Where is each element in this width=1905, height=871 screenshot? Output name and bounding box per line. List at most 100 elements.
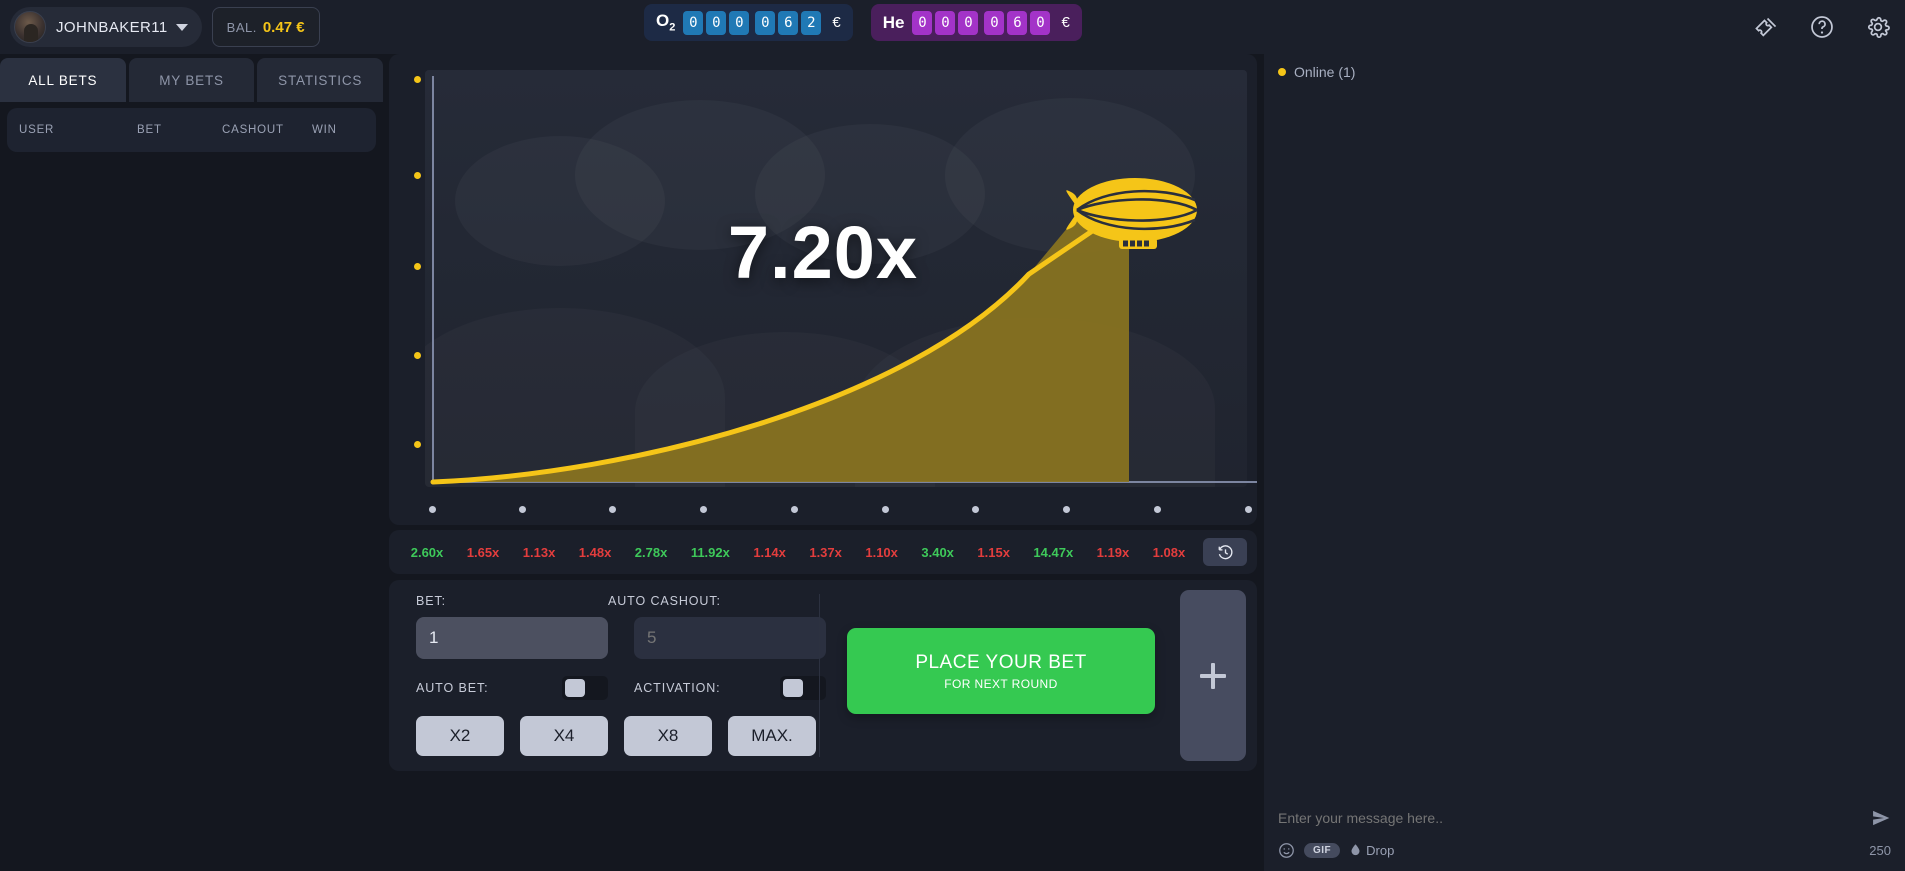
x-axis-tick [1245, 506, 1252, 513]
history-item[interactable]: 2.60x [410, 544, 444, 560]
he-digit-group-a: 0 0 0 [912, 10, 979, 35]
bet-label: BET: [416, 594, 446, 608]
multiplier-display: 7.20x [727, 211, 919, 294]
place-bet-main-label: PLACE YOUR BET [915, 651, 1087, 673]
chart-x-axis [432, 481, 1257, 483]
bet-panel-divider [819, 594, 820, 757]
gif-button[interactable]: GIF [1304, 842, 1341, 858]
auto-bet-toggle[interactable] [562, 676, 608, 700]
online-status-icon [1278, 68, 1286, 76]
history-item[interactable]: 1.08x [1152, 544, 1186, 560]
place-bet-sub-label: FOR NEXT ROUND [944, 676, 1058, 691]
tab-all-bets-label: ALL BETS [28, 72, 98, 88]
digit: 6 [778, 10, 799, 35]
o2-digit-group-a: 0 0 0 [683, 10, 750, 35]
bets-panel: ALL BETS MY BETS STATISTICS USER BET CAS… [0, 54, 384, 871]
help-icon[interactable] [1809, 14, 1835, 40]
multiplier-x2-button[interactable]: X2 [416, 716, 504, 756]
avatar [14, 11, 46, 43]
digit: 0 [958, 10, 979, 35]
balance-display[interactable]: BAL. 0.47 € [211, 7, 320, 47]
game-area: 7.20x 2.6 [389, 54, 1257, 871]
history-item[interactable]: 1.48x [578, 544, 612, 560]
o2-counter[interactable]: O2 0 0 0 0 6 2 € [644, 4, 853, 41]
history-item[interactable]: 1.15x [977, 544, 1010, 560]
history-item[interactable]: 1.19x [1096, 544, 1130, 560]
history-item[interactable]: 11.92x [690, 544, 730, 560]
chat-header: Online (1) [1264, 54, 1905, 90]
history-item[interactable]: 1.13x [522, 544, 556, 560]
history-item[interactable]: 1.14x [753, 544, 786, 560]
digit: 0 [729, 10, 750, 35]
he-counter[interactable]: He 0 0 0 0 6 0 € [870, 4, 1082, 41]
bets-tabs: ALL BETS MY BETS STATISTICS [0, 54, 384, 102]
toggle-knob [565, 679, 585, 697]
zeppelin-icon [1057, 172, 1209, 258]
multiplier-max-button[interactable]: MAX. [728, 716, 816, 756]
send-icon[interactable] [1871, 808, 1891, 828]
history-item[interactable]: 3.40x [921, 544, 954, 560]
digit: 2 [801, 10, 822, 35]
gear-icon[interactable] [1865, 14, 1891, 40]
add-bet-panel-button[interactable] [1180, 590, 1246, 761]
digit: 0 [912, 10, 933, 35]
y-axis-tick [414, 352, 421, 359]
multiplier-x4-button[interactable]: X4 [520, 716, 608, 756]
multiplier-x8-button[interactable]: X8 [624, 716, 712, 756]
toggle-knob [783, 679, 803, 697]
x-axis-tick [1063, 506, 1070, 513]
quick-multiplier-buttons: X2 X4 X8 MAX. [416, 716, 846, 756]
drop-icon [1349, 843, 1362, 858]
tab-all-bets[interactable]: ALL BETS [0, 58, 126, 102]
column-bet: BET [137, 124, 162, 136]
username-label: JOHNBAKER11 [56, 18, 168, 36]
tab-my-bets[interactable]: MY BETS [128, 58, 255, 102]
online-count-label: Online (1) [1294, 64, 1356, 80]
bet-toggles-row: AUTO BET: ACTIVATION: [416, 676, 846, 700]
top-bar-actions [1753, 0, 1891, 54]
history-item[interactable]: 2.78x [634, 544, 668, 560]
history-item[interactable]: 1.37x [809, 544, 842, 560]
y-axis-tick [414, 76, 421, 83]
balance-label: BAL. [226, 19, 257, 35]
chat-input[interactable] [1278, 810, 1871, 826]
user-menu[interactable]: JOHNBAKER11 [10, 7, 202, 47]
auto-cashout-label: AUTO CASHOUT: [608, 594, 721, 608]
bet-controls: BET: AUTO CASHOUT: € x AUTO BET: [389, 580, 1257, 771]
digit: 0 [755, 10, 776, 35]
x-axis-tick [972, 506, 979, 513]
tab-statistics[interactable]: STATISTICS [257, 58, 384, 102]
chevron-down-icon[interactable] [175, 23, 188, 31]
auto-bet-label: AUTO BET: [416, 681, 489, 695]
o2-digit-group-b: 0 6 2 [755, 10, 822, 35]
emoji-icon[interactable] [1278, 842, 1295, 859]
tab-statistics-label: STATISTICS [278, 72, 363, 88]
balance-value: 0.47 € [262, 18, 305, 36]
activation-label: ACTIVATION: [634, 681, 721, 695]
auto-cashout-input[interactable] [634, 617, 826, 659]
drop-label: Drop [1366, 842, 1395, 858]
ticket-icon[interactable] [1753, 14, 1779, 40]
bet-inputs-section: BET: AUTO CASHOUT: € x AUTO BET: [416, 594, 846, 756]
chat-messages[interactable] [1264, 90, 1905, 795]
chat-input-row [1278, 799, 1891, 837]
history-item[interactable]: 1.65x [466, 544, 500, 560]
column-win: WIN [312, 124, 337, 136]
bet-inputs-row: € x [416, 617, 846, 659]
round-history-list: 2.60x 1.65x 1.13x 1.48x 2.78x 11.92x 1.1… [399, 545, 1197, 560]
chat-panel: Online (1) GIF [1264, 54, 1905, 871]
activation-toggle[interactable] [780, 676, 826, 700]
x-axis-tick [429, 506, 436, 513]
history-clock-icon[interactable] [1203, 538, 1247, 566]
auto-cashout-field[interactable]: x [634, 617, 826, 659]
digit: 0 [935, 10, 956, 35]
history-item[interactable]: 14.47x [1033, 544, 1074, 560]
bet-input[interactable] [416, 617, 608, 659]
char-count-label: 250 [1869, 842, 1891, 858]
bets-table: USER BET CASHOUT WIN [7, 108, 376, 152]
history-item[interactable]: 1.10x [865, 544, 898, 560]
bet-amount-field[interactable]: € [416, 617, 608, 659]
place-bet-button[interactable]: PLACE YOUR BET FOR NEXT ROUND [847, 628, 1155, 714]
drop-button[interactable]: Drop [1349, 843, 1394, 858]
o2-counter-label: O2 [656, 11, 676, 34]
